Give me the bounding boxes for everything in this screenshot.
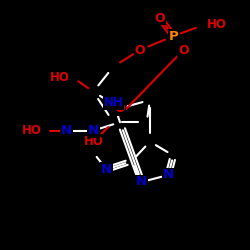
Text: HO: HO [207, 18, 227, 32]
Text: HO: HO [50, 71, 70, 84]
Text: O: O [178, 44, 189, 57]
Text: N: N [163, 168, 174, 181]
Text: HO: HO [84, 135, 103, 148]
Text: O: O [155, 12, 165, 24]
Text: NH: NH [104, 96, 123, 109]
Text: HO: HO [22, 124, 42, 137]
Text: O: O [115, 102, 125, 115]
Text: N: N [101, 163, 112, 176]
Text: O: O [135, 44, 145, 57]
Text: N: N [61, 124, 72, 137]
Text: N: N [136, 176, 147, 188]
Text: P: P [168, 30, 178, 43]
Text: N: N [88, 124, 99, 137]
